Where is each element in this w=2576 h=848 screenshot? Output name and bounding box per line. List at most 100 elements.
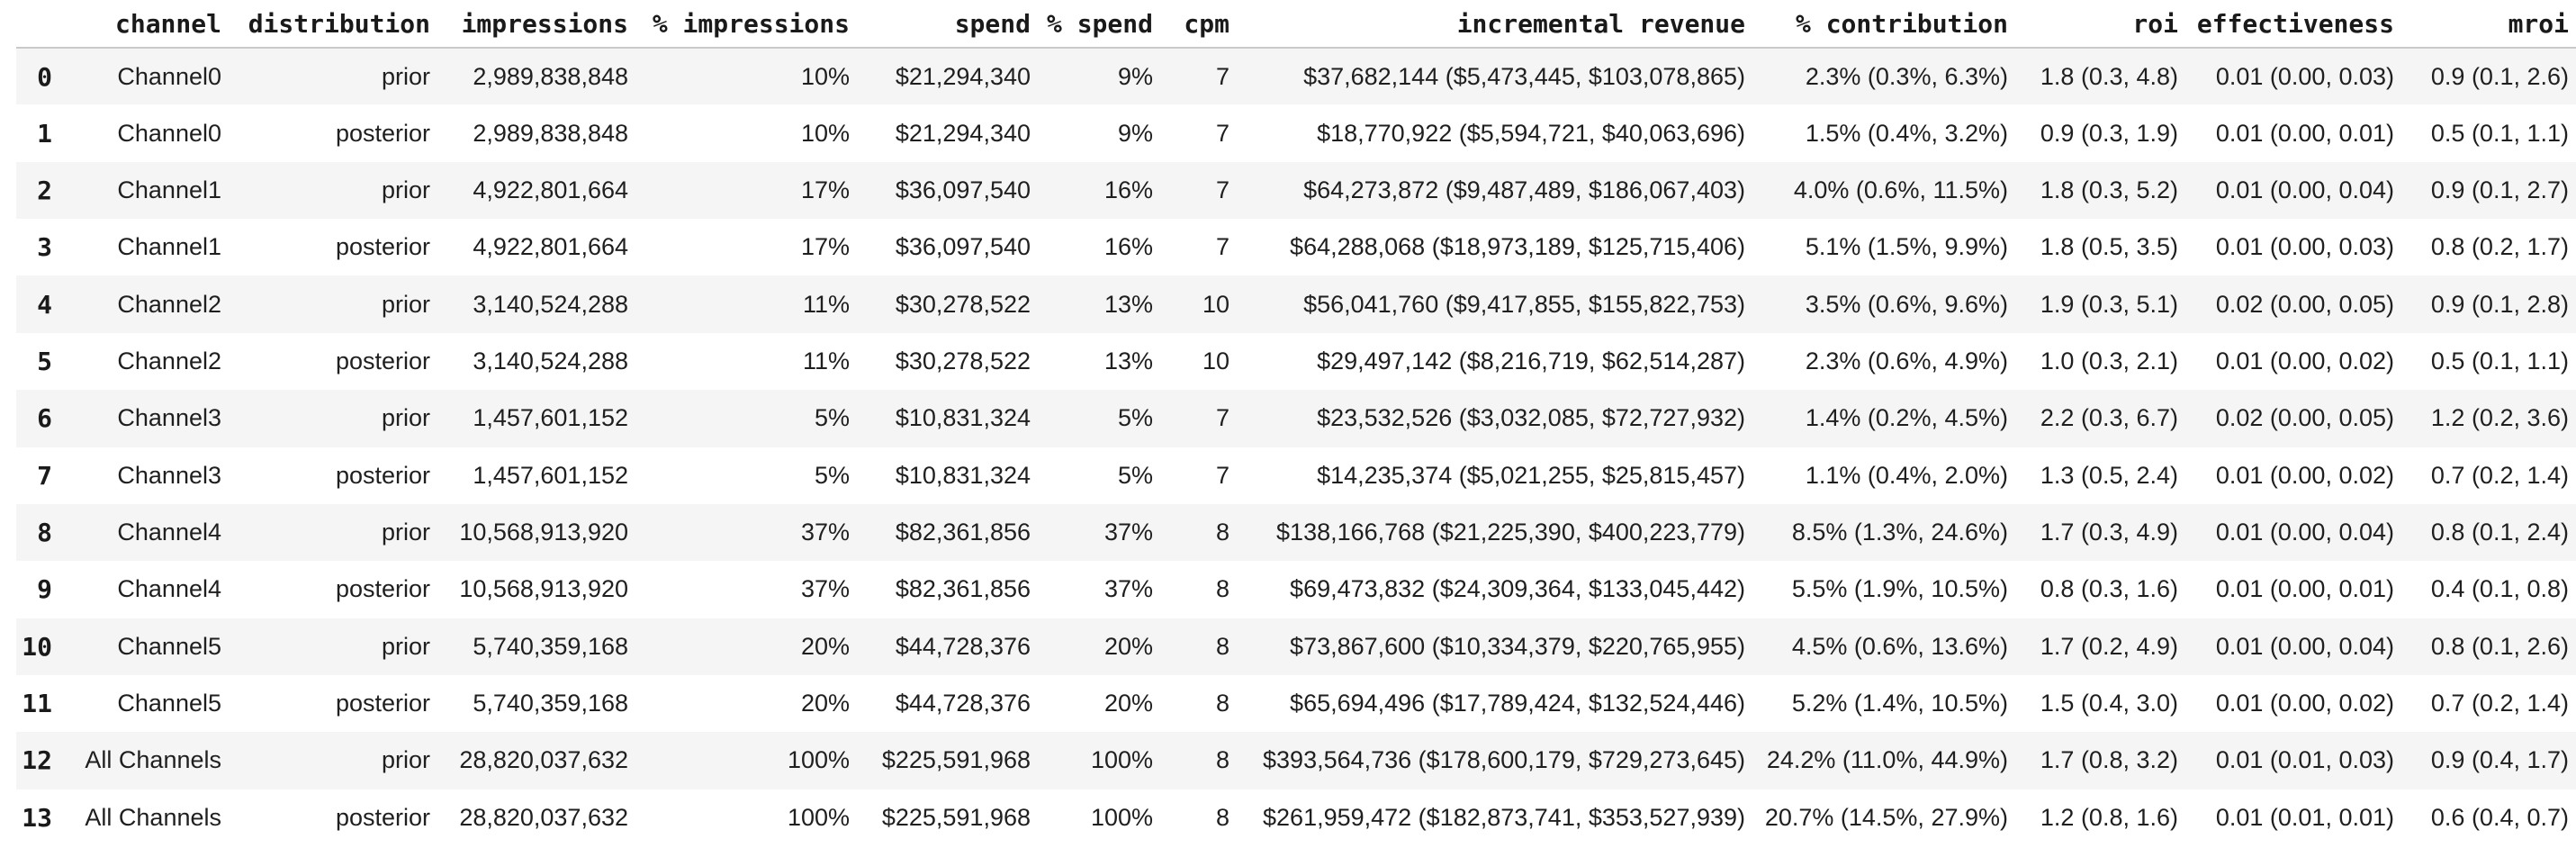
cell-channel: All Channels — [85, 746, 221, 774]
cell-effectiveness: 0.01 (0.00, 0.04) — [2215, 632, 2394, 660]
cell-pct-impressions: 100% — [787, 803, 850, 831]
cell-mroi: 0.4 (0.1, 0.8) — [2430, 575, 2569, 603]
cell-channel: Channel5 — [117, 690, 221, 717]
cell-impressions: 5,740,359,168 — [473, 690, 628, 717]
cell-roi: 1.7 (0.3, 4.9) — [2040, 519, 2178, 546]
row-index: 13 — [22, 802, 52, 833]
cell-mroi: 0.9 (0.1, 2.7) — [2430, 176, 2569, 203]
table-body: 0 Channel0 prior 2,989,838,848 10% $21,2… — [16, 48, 2576, 847]
cell-spend: $82,361,856 — [895, 519, 1031, 546]
column-header-cpm: cpm — [1160, 0, 1237, 49]
cell-cpm: 10 — [1202, 347, 1229, 374]
cell-distribution: posterior — [335, 690, 430, 717]
cell-cpm: 8 — [1215, 690, 1229, 717]
cell-incremental-revenue: $64,273,872 ($9,487,489, $186,067,403) — [1303, 176, 1745, 203]
cell-pct-spend: 9% — [1117, 62, 1153, 90]
cell-cpm: 7 — [1215, 119, 1229, 147]
cell-impressions: 1,457,601,152 — [473, 404, 628, 432]
cell-pct-impressions: 37% — [800, 519, 850, 546]
cell-impressions: 3,140,524,288 — [473, 347, 628, 374]
row-index: 7 — [37, 460, 52, 491]
cell-cpm: 8 — [1215, 575, 1229, 603]
cell-distribution: prior — [381, 62, 430, 90]
cell-cpm: 10 — [1202, 290, 1229, 318]
cell-channel: Channel5 — [117, 632, 221, 660]
cell-effectiveness: 0.01 (0.00, 0.03) — [2215, 233, 2394, 261]
cell-roi: 1.2 (0.8, 1.6) — [2040, 803, 2178, 831]
cell-incremental-revenue: $69,473,832 ($24,309,364, $133,045,442) — [1290, 575, 1745, 603]
cell-incremental-revenue: $138,166,768 ($21,225,390, $400,223,779) — [1276, 519, 1745, 546]
cell-pct-contribution: 24.2% (11.0%, 44.9%) — [1766, 746, 2008, 774]
cell-effectiveness: 0.01 (0.00, 0.03) — [2215, 62, 2394, 90]
media-summary-dataframe: channel distribution impressions % impre… — [16, 0, 2576, 847]
cell-pct-impressions: 10% — [800, 119, 850, 147]
table-row: 9 Channel4 posterior 10,568,913,920 37% … — [16, 561, 2576, 618]
cell-cpm: 7 — [1215, 461, 1229, 489]
column-header-spend: spend — [857, 0, 1038, 49]
cell-channel: Channel2 — [117, 347, 221, 374]
cell-roi: 1.7 (0.2, 4.9) — [2040, 632, 2178, 660]
cell-pct-contribution: 1.5% (0.4%, 3.2%) — [1805, 119, 2008, 147]
row-index: 11 — [22, 689, 52, 719]
table-row: 13 All Channels posterior 28,820,037,632… — [16, 789, 2576, 847]
cell-incremental-revenue: $37,682,144 ($5,473,445, $103,078,865) — [1303, 62, 1745, 90]
cell-pct-spend: 5% — [1117, 404, 1153, 432]
cell-pct-impressions: 11% — [802, 347, 850, 374]
column-header-pct-impressions: % impressions — [635, 0, 857, 49]
cell-pct-spend: 100% — [1090, 803, 1153, 831]
cell-spend: $82,361,856 — [895, 575, 1031, 603]
cell-distribution: prior — [381, 176, 430, 203]
cell-channel: Channel3 — [117, 461, 221, 489]
cell-roi: 1.0 (0.3, 2.1) — [2040, 347, 2178, 374]
cell-distribution: prior — [381, 404, 430, 432]
cell-effectiveness: 0.01 (0.00, 0.02) — [2215, 461, 2394, 489]
cell-roi: 0.8 (0.3, 1.6) — [2040, 575, 2178, 603]
cell-cpm: 8 — [1215, 746, 1229, 774]
cell-effectiveness: 0.02 (0.00, 0.05) — [2215, 404, 2394, 432]
column-header-channel: channel — [59, 0, 229, 49]
cell-spend: $30,278,522 — [895, 290, 1031, 318]
column-header-effectiveness: effectiveness — [2185, 0, 2401, 49]
column-header-distribution: distribution — [229, 0, 437, 49]
cell-pct-contribution: 5.1% (1.5%, 9.9%) — [1805, 233, 2008, 261]
cell-pct-impressions: 20% — [800, 632, 850, 660]
table-row: 11 Channel5 posterior 5,740,359,168 20% … — [16, 674, 2576, 733]
cell-roi: 2.2 (0.3, 6.7) — [2040, 404, 2178, 432]
cell-pct-contribution: 4.0% (0.6%, 11.5%) — [1793, 176, 2008, 203]
cell-pct-contribution: 1.1% (0.4%, 2.0%) — [1805, 461, 2008, 489]
index-column-header — [16, 0, 59, 49]
cell-pct-contribution: 4.5% (0.6%, 13.6%) — [1791, 632, 2008, 660]
row-index: 1 — [37, 118, 52, 149]
cell-roi: 1.3 (0.5, 2.4) — [2040, 461, 2178, 489]
cell-impressions: 4,922,801,664 — [473, 233, 628, 261]
cell-effectiveness: 0.01 (0.00, 0.04) — [2215, 176, 2394, 203]
column-header-incremental-revenue: incremental revenue — [1237, 0, 1752, 49]
cell-distribution: posterior — [335, 233, 430, 261]
cell-mroi: 0.9 (0.1, 2.8) — [2430, 290, 2569, 318]
cell-distribution: posterior — [335, 119, 430, 147]
cell-pct-spend: 13% — [1103, 347, 1153, 374]
table-row: 4 Channel2 prior 3,140,524,288 11% $30,2… — [16, 275, 2576, 333]
table-row: 5 Channel2 posterior 3,140,524,288 11% $… — [16, 332, 2576, 391]
cell-mroi: 1.2 (0.2, 3.6) — [2430, 404, 2569, 432]
cell-channel: Channel4 — [117, 519, 221, 546]
cell-pct-spend: 9% — [1117, 119, 1153, 147]
column-header-mroi: mroi — [2401, 0, 2576, 49]
cell-mroi: 0.9 (0.1, 2.6) — [2430, 62, 2569, 90]
cell-spend: $44,728,376 — [895, 632, 1031, 660]
cell-pct-spend: 37% — [1103, 519, 1153, 546]
table-row: 3 Channel1 posterior 4,922,801,664 17% $… — [16, 219, 2576, 276]
cell-mroi: 0.9 (0.4, 1.7) — [2430, 746, 2569, 774]
column-header-impressions: impressions — [437, 0, 635, 49]
cell-impressions: 5,740,359,168 — [473, 632, 628, 660]
cell-impressions: 10,568,913,920 — [459, 575, 628, 603]
cell-roi: 1.7 (0.8, 3.2) — [2040, 746, 2178, 774]
cell-distribution: posterior — [335, 803, 430, 831]
cell-spend: $36,097,540 — [895, 176, 1031, 203]
row-index: 8 — [37, 518, 52, 548]
cell-spend: $225,591,968 — [881, 803, 1031, 831]
cell-spend: $10,831,324 — [895, 461, 1031, 489]
cell-mroi: 0.8 (0.2, 1.7) — [2430, 233, 2569, 261]
table-row: 1 Channel0 posterior 2,989,838,848 10% $… — [16, 104, 2576, 162]
cell-pct-contribution: 20.7% (14.5%, 27.9%) — [1764, 803, 2008, 831]
